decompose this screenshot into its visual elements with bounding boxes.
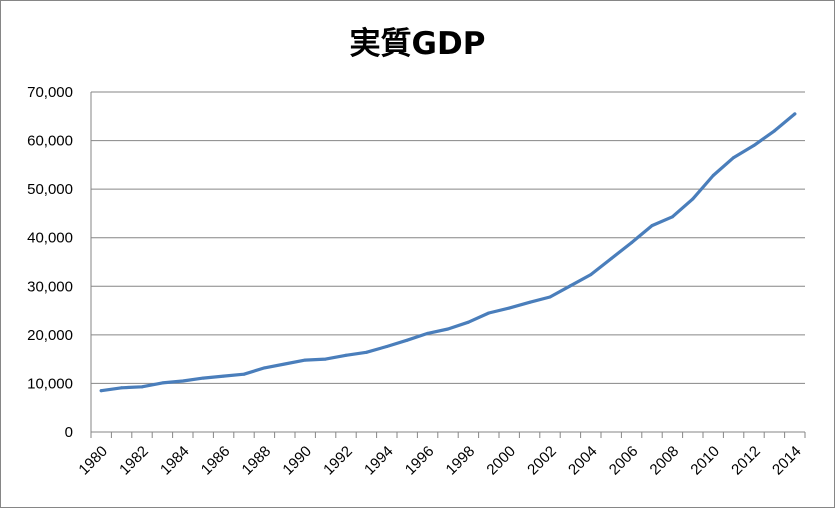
x-tick-label: 1986 [198,443,234,479]
y-tick-label: 60,000 [27,133,73,150]
y-tick-label: 20,000 [27,327,73,344]
data-point [364,350,368,354]
y-tick-label: 70,000 [27,84,73,101]
data-point [507,306,511,310]
axes [90,92,806,438]
data-point [650,224,654,228]
data-point [446,327,450,331]
x-tick-label: 2000 [483,443,519,479]
x-tick-label: 1988 [239,443,275,479]
data-point [181,379,185,383]
data-point [630,241,634,245]
data-point [466,320,470,324]
x-tick-label: 1992 [320,443,356,479]
x-tick-label: 1980 [75,443,111,479]
x-tick-label: 2012 [728,443,764,479]
data-point [324,357,328,361]
y-tick-label: 50,000 [27,181,73,198]
y-tick-label: 10,000 [27,375,73,392]
series-layer [99,112,797,393]
x-tick-label: 2008 [647,443,683,479]
x-tick-label: 2014 [769,443,805,479]
data-point [793,112,797,116]
x-axis-tick-labels: 1980 1982 1984 1986 1988 1990 1992 1994 1996 1998… [75,443,804,479]
x-tick-label: 2002 [524,443,560,479]
x-tick-label: 1982 [116,443,152,479]
data-point [242,372,246,376]
data-point [732,156,736,160]
gridlines [91,91,805,384]
data-point [222,374,226,378]
data-point [201,376,205,380]
data-point [262,366,266,370]
data-point [691,197,695,201]
data-point [385,345,389,349]
data-point [568,284,572,288]
data-point [548,295,552,299]
x-tick-label: 1998 [443,443,479,479]
data-point [772,129,776,133]
y-tick-label: 0 [65,424,73,441]
data-point [405,338,409,342]
series-line [99,112,797,393]
y-tick-label: 40,000 [27,230,73,247]
x-tick-label: 2006 [606,443,642,479]
data-point [670,215,674,219]
x-tick-label: 1990 [279,443,315,479]
y-tick-label: 30,000 [27,278,73,295]
data-point [609,257,613,261]
x-tick-label: 1984 [157,443,193,479]
data-point [426,331,430,335]
data-point [140,385,144,389]
data-point [283,362,287,366]
data-point [711,174,715,178]
x-tick-label: 2004 [565,443,601,479]
data-point [752,143,756,147]
data-point [99,389,103,393]
data-point [303,358,307,362]
data-point [160,381,164,385]
data-point [344,353,348,357]
y-axis-tick-labels: 0 10,000 20,000 30,000 40,000 50,000 60,000 70,… [27,84,73,441]
chart-title: 実質GDP [349,26,486,62]
data-point [589,273,593,277]
x-tick-label: 1994 [361,443,397,479]
x-tick-label: 1996 [402,443,438,479]
data-point [120,386,124,390]
data-point [528,300,532,304]
x-tick-label: 2010 [687,443,723,479]
data-point [487,311,491,315]
